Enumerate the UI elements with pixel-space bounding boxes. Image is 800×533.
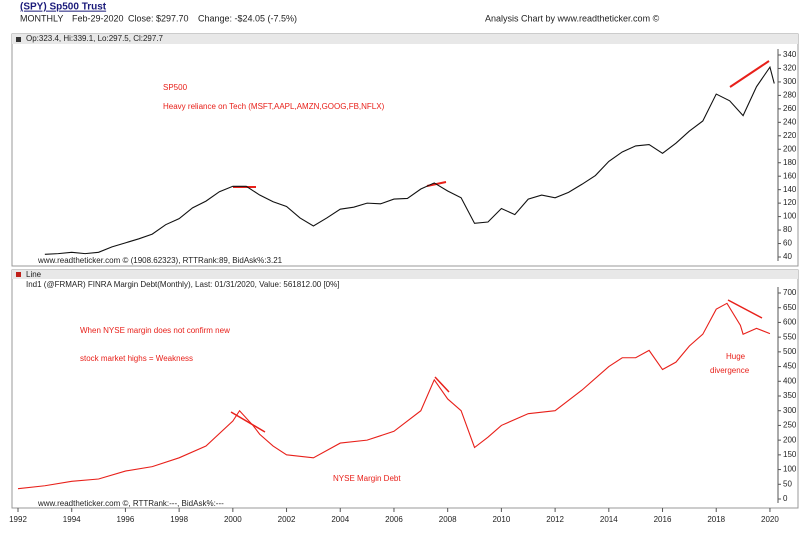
x-tick-label: 2016 xyxy=(654,515,672,524)
panel-header xyxy=(12,34,798,44)
x-tick-label: 2002 xyxy=(278,515,296,524)
x-tick-label: 1998 xyxy=(170,515,188,524)
y-tick-label: 320 xyxy=(783,64,797,73)
annotation: stock market highs = Weakness xyxy=(80,354,193,363)
ticker-title: (SPY) Sp500 Trust xyxy=(20,2,107,13)
y-tick-label: 140 xyxy=(783,185,797,194)
annotation-line xyxy=(727,299,763,319)
x-tick-label: 1992 xyxy=(9,515,27,524)
y-tick-label: 220 xyxy=(783,131,797,140)
period: MONTHLY xyxy=(20,13,63,23)
y-tick-label: 350 xyxy=(783,391,797,400)
x-tick-label: 2012 xyxy=(546,515,564,524)
panel-legend: Op:323.4, Hi:339.1, Lo:297.5, Cl:297.7 xyxy=(26,34,164,43)
y-tick-label: 200 xyxy=(783,144,797,153)
x-tick-label: 2018 xyxy=(707,515,725,524)
x-tick-label: 2004 xyxy=(331,515,349,524)
x-tick-label: 2014 xyxy=(600,515,618,524)
y-tick-label: 340 xyxy=(783,50,797,59)
annotation-line xyxy=(434,376,450,393)
y-tick-label: 100 xyxy=(783,212,797,221)
panel-footer: www.readtheticker.com ©, RTTRank:---, Bi… xyxy=(37,499,224,508)
panel-icon xyxy=(16,37,21,42)
annotation: SP500 xyxy=(163,83,188,92)
y-tick-label: 550 xyxy=(783,332,797,341)
annotation: divergence xyxy=(710,366,750,375)
x-tick-label: 2020 xyxy=(761,515,779,524)
y-tick-label: 500 xyxy=(783,347,797,356)
y-tick-label: 150 xyxy=(783,450,797,459)
panel-header xyxy=(12,270,798,279)
y-tick-label: 260 xyxy=(783,104,797,113)
y-tick-label: 40 xyxy=(783,252,792,261)
annotation: When NYSE margin does not confirm new xyxy=(80,326,230,335)
annotation-line xyxy=(729,60,770,88)
credit: Analysis Chart by www.readtheticker.com … xyxy=(485,13,660,23)
change: Change: -$24.05 (-7.5%) xyxy=(198,13,297,23)
x-tick-label: 1996 xyxy=(117,515,135,524)
data-line xyxy=(17,302,771,490)
x-tick-label: 2006 xyxy=(385,515,403,524)
y-tick-label: 650 xyxy=(783,303,797,312)
y-tick-label: 80 xyxy=(783,225,792,234)
y-tick-label: 120 xyxy=(783,198,797,207)
y-tick-label: 450 xyxy=(783,362,797,371)
y-tick-label: 300 xyxy=(783,77,797,86)
y-tick-label: 600 xyxy=(783,318,797,327)
date: Feb-29-2020 xyxy=(72,13,124,23)
close: Close: $297.70 xyxy=(128,13,189,23)
y-tick-label: 100 xyxy=(783,465,797,474)
x-tick-label: 2010 xyxy=(492,515,510,524)
y-tick-label: 50 xyxy=(783,479,792,488)
x-tick-label: 1994 xyxy=(63,515,81,524)
annotation: Huge xyxy=(726,352,746,361)
y-tick-label: 200 xyxy=(783,435,797,444)
y-tick-label: 250 xyxy=(783,421,797,430)
y-tick-label: 700 xyxy=(783,288,797,297)
y-tick-label: 0 xyxy=(783,494,788,503)
y-tick-label: 240 xyxy=(783,117,797,126)
panel-icon xyxy=(16,272,21,277)
x-tick-label: 2008 xyxy=(439,515,457,524)
y-tick-label: 160 xyxy=(783,171,797,180)
annotation: Heavy reliance on Tech (MSFT,AAPL,AMZN,G… xyxy=(163,102,385,111)
y-tick-label: 400 xyxy=(783,376,797,385)
annotation: NYSE Margin Debt xyxy=(333,474,401,483)
panel-name: Line xyxy=(26,270,42,279)
panel-footer: www.readtheticker.com © (1908.62323), RT… xyxy=(37,256,283,265)
y-tick-label: 60 xyxy=(783,239,792,248)
y-tick-label: 180 xyxy=(783,158,797,167)
y-tick-label: 280 xyxy=(783,91,797,100)
data-line xyxy=(44,65,775,255)
panel-legend: Ind1 (@FRMAR) FINRA Margin Debt(Monthly)… xyxy=(26,280,339,289)
y-tick-label: 300 xyxy=(783,406,797,415)
x-tick-label: 2000 xyxy=(224,515,242,524)
